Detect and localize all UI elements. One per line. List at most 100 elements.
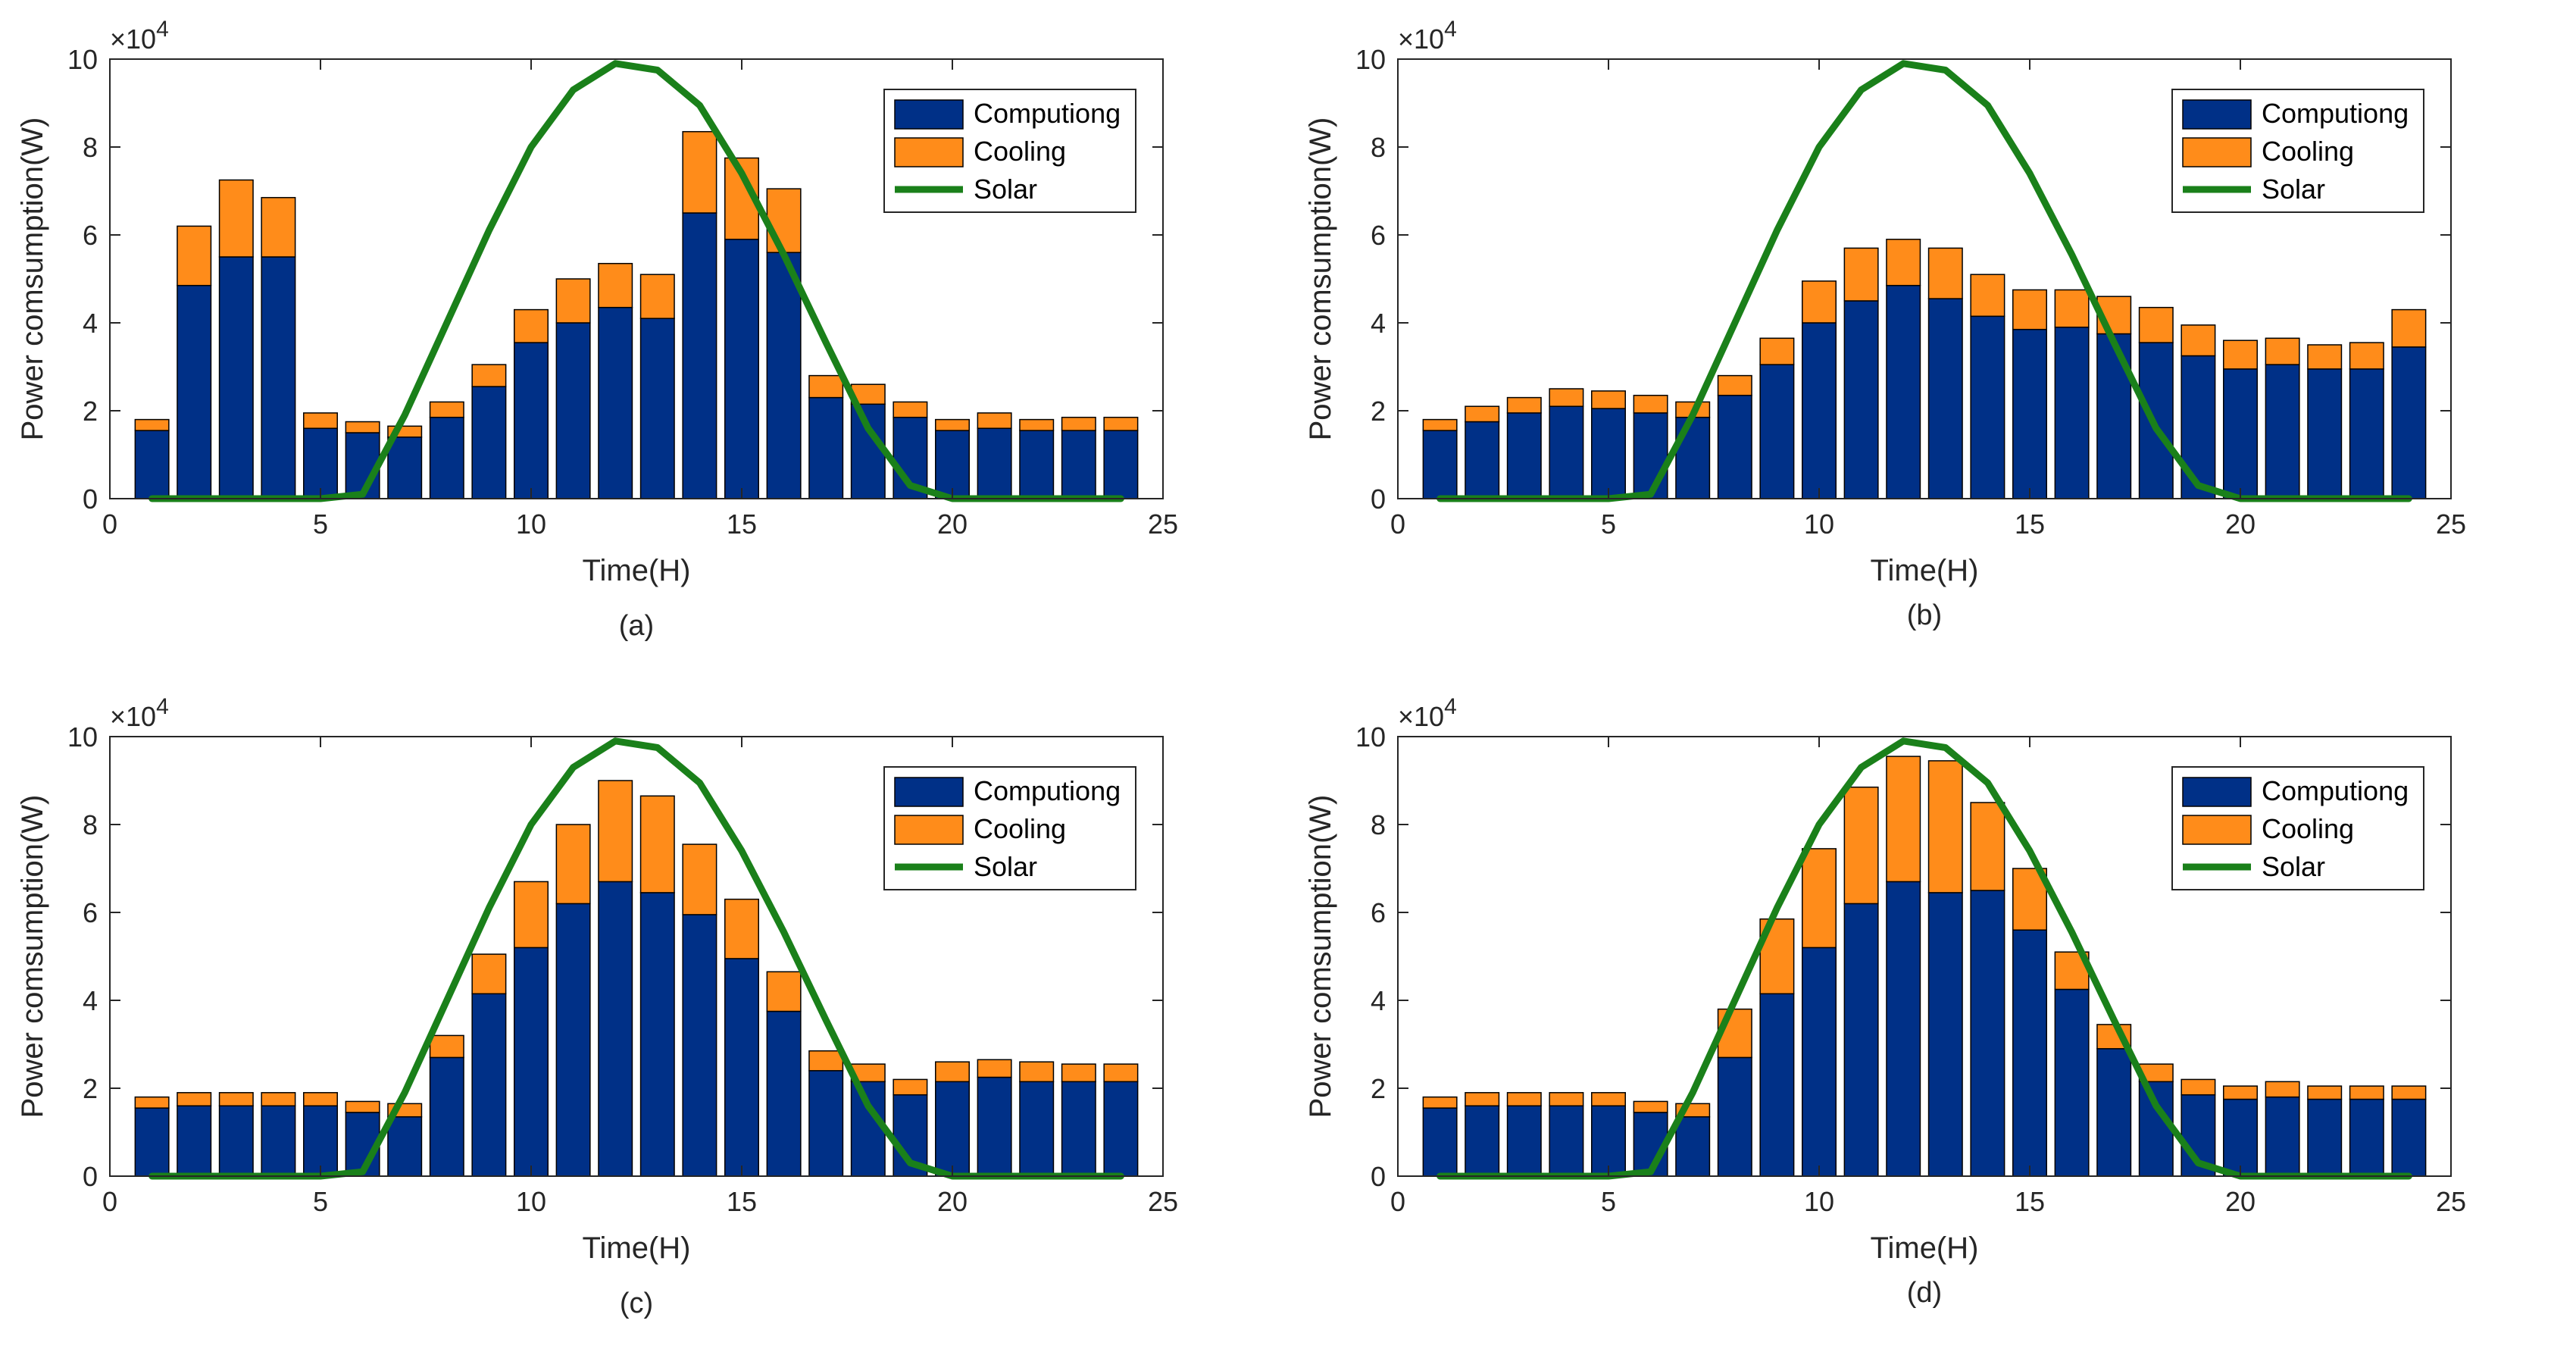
y-tick-label-c-2: 2 [83,1073,98,1104]
bar-cooling-c-24 [1103,1063,1139,1083]
bar-computing-a-12 [598,306,633,499]
x-tick-label-c-0: 0 [102,1186,117,1217]
bar-computing-b-7 [1675,416,1711,499]
caption-d: (d) [1907,1277,1942,1309]
bar-computing-d-24 [2391,1098,2427,1177]
bar-cooling-d-10 [1802,848,1837,949]
bar-computing-c-1 [134,1107,170,1177]
bar-computing-b-6 [1633,412,1668,499]
bar-computing-a-9 [471,386,507,499]
bar-computing-c-21 [977,1076,1012,1177]
bar-computing-d-21 [2265,1096,2300,1177]
x-axis-title-c: Time(H) [583,1231,691,1265]
bar-computing-a-3 [218,256,254,499]
y-tick-label-a-8: 8 [83,132,98,163]
y-tick-label-d-0: 0 [1371,1161,1386,1192]
bar-cooling-c-3 [218,1092,254,1106]
chart-panel-a: 0 5 10 15 20 25 0 2 4 6 8 10 ×104 Time(H) Power comsum… [0,0,1288,678]
bar-cooling-d-5 [1591,1092,1626,1106]
x-tick-label-c-5: 5 [313,1186,328,1217]
bar-computing-c-2 [177,1105,212,1177]
bar-cooling-d-6 [1633,1100,1668,1113]
bar-computing-d-10 [1802,947,1837,1177]
bar-computing-c-11 [555,903,591,1177]
bar-computing-d-9 [1759,993,1795,1177]
bar-computing-b-13 [1927,298,1963,499]
y-tick-label-a-0: 0 [83,483,98,515]
plot-frame-d [1397,736,2452,1177]
bar-computing-c-10 [514,947,549,1177]
x-tick-label-b-15: 15 [2015,509,2045,540]
bar-cooling-b-22 [2307,344,2343,370]
bar-computing-d-1 [1422,1107,1458,1177]
legend-label-d-0: Computiong [2262,775,2409,806]
y-tick-label-c-10: 10 [67,721,98,753]
y-tick-label-b-6: 6 [1371,220,1386,251]
bar-computing-c-5 [303,1105,338,1177]
bar-computing-d-14 [1970,890,2005,1177]
x-tick-label-c-20: 20 [937,1186,968,1217]
y-axis-title-d: Power comsumption(W) [1304,795,1337,1119]
bar-computing-a-16 [766,252,802,499]
bar-cooling-c-9 [471,953,507,995]
bar-computing-d-12 [1886,881,1921,1177]
bar-cooling-b-24 [2391,308,2427,348]
bar-cooling-c-22 [1019,1061,1055,1083]
legend-swatch-cooling-b [2182,137,2252,167]
bar-cooling-d-13 [1927,760,1963,893]
y-tick-label-b-0: 0 [1371,483,1386,515]
bar-cooling-b-9 [1759,337,1795,365]
y-axis-title-c: Power comsumption(W) [16,795,49,1119]
bar-computing-c-22 [1019,1081,1055,1177]
bar-computing-c-18 [850,1081,886,1177]
y-tick-label-d-4: 4 [1371,985,1386,1016]
x-tick-label-d-0: 0 [1390,1186,1405,1217]
bar-computing-a-11 [555,322,591,499]
bar-cooling-c-4 [261,1092,296,1106]
bar-computing-b-4 [1549,405,1584,499]
bar-cooling-a-6 [345,421,380,433]
x-tick-label-b-25: 25 [2436,509,2466,540]
y-tick-label-a-6: 6 [83,220,98,251]
bar-cooling-a-12 [598,262,633,308]
bar-cooling-d-4 [1549,1092,1584,1106]
bar-computing-a-21 [977,427,1012,499]
bar-cooling-c-10 [514,881,549,949]
y-multiplier-c: ×104 [110,694,169,732]
bar-cooling-a-19 [893,401,928,418]
bar-cooling-b-16 [2054,289,2090,328]
bar-cooling-d-11 [1843,786,1879,905]
legend-swatch-computing-c [894,777,964,807]
bar-cooling-b-18 [2138,306,2174,343]
y-multiplier-base-d: ×10 [1398,701,1444,732]
bar-computing-a-17 [808,396,844,499]
bar-cooling-d-2 [1465,1092,1500,1106]
bar-cooling-b-2 [1465,405,1500,423]
bar-computing-a-13 [639,318,675,499]
x-tick-label-d-25: 25 [2436,1186,2466,1217]
bar-cooling-c-1 [134,1096,170,1109]
bar-cooling-a-14 [682,130,717,214]
legend-label-d-1: Cooling [2262,813,2354,844]
bar-computing-d-15 [2012,929,2047,1177]
bar-cooling-a-13 [639,274,675,319]
bar-cooling-c-23 [1061,1063,1096,1083]
bar-cooling-b-6 [1633,394,1668,414]
bar-cooling-b-13 [1927,247,1963,299]
bar-computing-b-19 [2181,355,2216,499]
y-tick-label-b-2: 2 [1371,396,1386,427]
x-tick-label-c-10: 10 [516,1186,546,1217]
bar-computing-d-11 [1843,903,1879,1177]
x-axis-title-b: Time(H) [1871,554,1979,587]
y-tick-label-c-4: 4 [83,985,98,1016]
bar-computing-d-16 [2054,988,2090,1177]
bar-cooling-a-10 [514,308,549,343]
plot-frame-b [1397,58,2452,499]
x-tick-label-b-10: 10 [1804,509,1834,540]
bar-cooling-c-12 [598,780,633,883]
chart-panel-c: 0 5 10 15 20 25 0 2 4 6 8 10 ×104 Time(H) Power comsum… [0,678,1288,1355]
y-multiplier-d: ×104 [1398,694,1457,732]
x-tick-label-a-20: 20 [937,509,968,540]
bar-cooling-c-13 [639,795,675,893]
y-tick-label-d-2: 2 [1371,1073,1386,1104]
